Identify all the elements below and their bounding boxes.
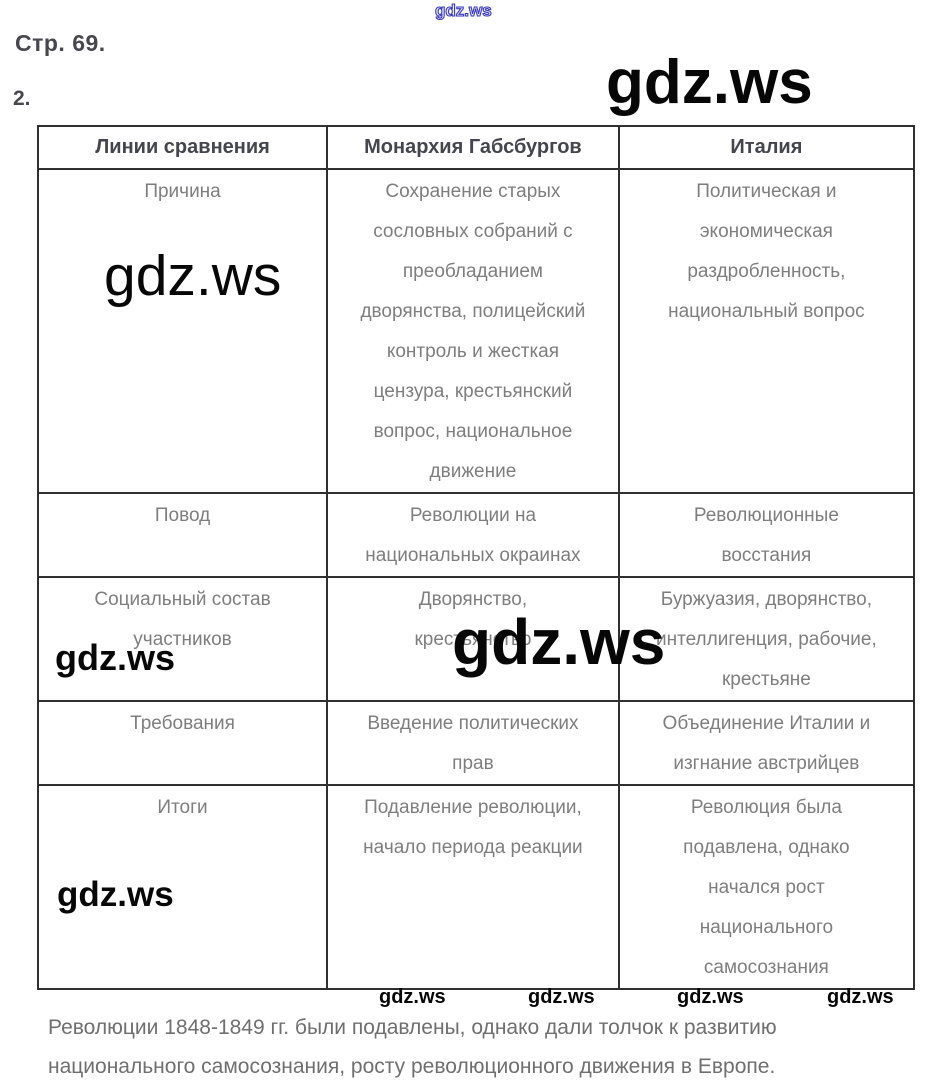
row-label-cause: Причина xyxy=(36,168,329,494)
column-header-italy: Италия xyxy=(617,125,916,170)
table-row-social-composition: Социальный состав участников Дворянство,… xyxy=(36,576,916,702)
table-row-results: Итоги Подавление революции, начало перио… xyxy=(36,784,916,990)
table-header-row: Линии сравнения Монархия Габсбургов Итал… xyxy=(36,125,916,170)
page-number-heading: Стр. 69. xyxy=(15,30,106,56)
task-number: 2. xyxy=(13,87,31,110)
column-header-comparison-lines: Линии сравнения xyxy=(36,125,329,170)
row-label-social-composition: Социальный состав участников xyxy=(36,576,329,702)
table-row-cause: Причина Сохранение старых сословных собр… xyxy=(36,168,916,494)
watermark-small-social-row: gdz.ws xyxy=(55,637,176,678)
watermark-footer-1: gdz.ws xyxy=(379,986,446,1008)
row-label-results: Итоги xyxy=(36,784,329,990)
cell-occasion-habsburg: Революции на национальных окраинах xyxy=(326,492,620,578)
row-label-occasion: Повод xyxy=(36,492,329,578)
cell-occasion-italy: Революционные восстания xyxy=(617,492,916,578)
table-row-demands: Требования Введение политических прав Об… xyxy=(36,700,916,786)
table-row-occasion: Повод Революции на национальных окраинах… xyxy=(36,492,916,578)
cell-demands-habsburg: Введение политических прав xyxy=(326,700,620,786)
watermark-footer-3: gdz.ws xyxy=(677,986,744,1008)
cell-social-italy: Буржуазия, дворянство, интеллигенция, ра… xyxy=(617,576,916,702)
watermark-large-cause-cell: gdz.ws xyxy=(104,244,282,308)
watermark-large-social-row: gdz.ws xyxy=(452,606,666,678)
watermark-large-top-right: gdz.ws xyxy=(606,48,813,117)
cell-social-habsburg: Дворянство, крестьянство xyxy=(326,576,620,702)
row-label-demands: Требования xyxy=(36,700,329,786)
conclusion-paragraph: Революции 1848-1849 гг. были подавлены, … xyxy=(48,1016,777,1078)
cell-results-habsburg: Подавление революции, начало периода реа… xyxy=(326,784,620,990)
cell-results-italy: Революция была подавлена, однако начался… xyxy=(617,784,916,990)
cell-cause-habsburg: Сохранение старых сословных собраний с п… xyxy=(326,168,620,494)
cell-demands-italy: Объединение Италии и изгнание австрийцев xyxy=(617,700,916,786)
watermark-top-outline: gdz.ws xyxy=(434,1,492,20)
watermark-footer-2: gdz.ws xyxy=(528,986,595,1008)
comparison-table: Линии сравнения Монархия Габсбургов Итал… xyxy=(36,125,916,990)
watermark-footer-4: gdz.ws xyxy=(827,986,894,1008)
cell-cause-italy: Политическая и экономическая раздробленн… xyxy=(617,168,916,494)
watermark-small-results-row: gdz.ws xyxy=(57,875,174,914)
column-header-habsburg: Монархия Габсбургов xyxy=(326,125,620,170)
